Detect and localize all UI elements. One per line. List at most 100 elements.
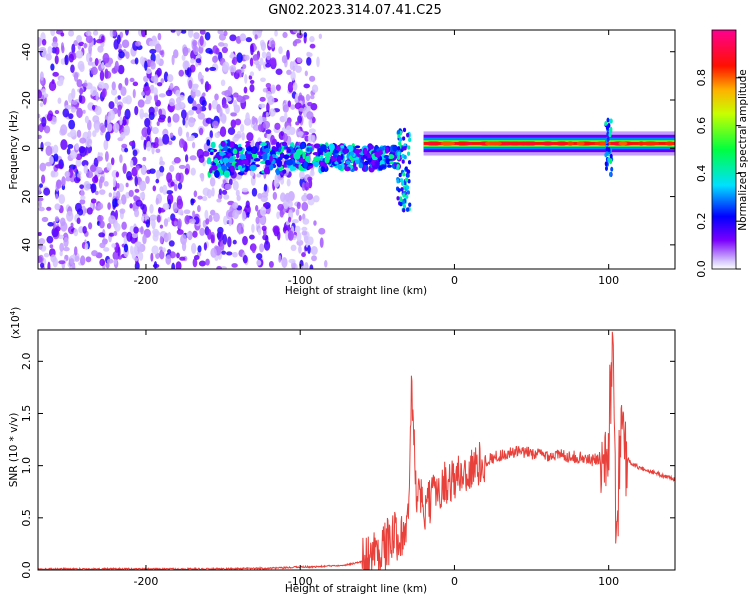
noise-blob	[258, 115, 263, 125]
band-blob	[238, 150, 244, 155]
band-blob	[319, 154, 324, 159]
band-blob	[342, 148, 350, 154]
noise-blob	[265, 111, 269, 118]
noise-blob	[117, 106, 122, 118]
noise-blob	[108, 192, 112, 198]
noise-blob	[162, 133, 170, 145]
noise-blob	[202, 150, 210, 157]
tail-blob	[402, 127, 407, 133]
noise-blob	[189, 155, 197, 161]
band-blob	[303, 161, 308, 169]
noise-blob	[46, 206, 52, 211]
noise-blob	[121, 143, 128, 149]
tail-blob	[396, 146, 401, 151]
band-blob	[206, 139, 211, 146]
noise-blob	[94, 57, 99, 66]
noise-blob	[149, 204, 154, 214]
noise-blob	[167, 74, 174, 83]
band-blob	[222, 157, 230, 164]
noise-blob	[307, 245, 311, 254]
feature-blob	[605, 146, 609, 152]
noise-blob	[204, 67, 210, 72]
noise-blob	[76, 35, 82, 43]
noise-blob	[189, 218, 196, 224]
noise-blob	[225, 251, 233, 256]
band-blob	[220, 140, 226, 147]
noise-blob	[184, 168, 190, 175]
noise-blob	[192, 258, 198, 268]
noise-blob	[227, 236, 232, 248]
noise-blob	[249, 71, 255, 77]
noise-blob	[282, 31, 288, 39]
noise-blob	[100, 125, 106, 133]
noise-blob	[38, 125, 43, 131]
noise-blob	[76, 107, 83, 119]
band-blob	[260, 142, 267, 147]
noise-blob	[251, 187, 258, 197]
noise-blob	[193, 32, 200, 40]
band-blob	[328, 143, 335, 151]
noise-blob	[311, 255, 317, 262]
noise-blob	[246, 132, 254, 142]
band-blob	[362, 147, 368, 155]
noise-blob	[242, 94, 250, 100]
tail-blob	[397, 188, 401, 193]
noise-blob	[145, 94, 153, 102]
band-blob	[340, 153, 344, 161]
tail-blob	[407, 145, 411, 150]
band-blob	[313, 143, 321, 149]
band-blob	[281, 141, 288, 147]
noise-blob	[190, 167, 196, 176]
band-blob	[336, 145, 341, 152]
noise-blob	[269, 57, 277, 66]
noise-blob	[195, 103, 202, 115]
noise-blob	[261, 51, 267, 59]
noise-blob	[303, 32, 308, 38]
noise-blob	[43, 187, 51, 196]
noise-blob	[220, 266, 227, 269]
noise-blob	[169, 82, 174, 90]
colorbar-tick-label: 0.0	[695, 260, 708, 278]
noise-blob	[232, 92, 239, 98]
noise-blob	[223, 194, 230, 200]
noise-blob	[61, 45, 65, 54]
noise-blob	[148, 40, 155, 47]
noise-blob	[232, 209, 239, 220]
noise-blob	[242, 64, 247, 70]
noise-blob	[159, 246, 163, 251]
noise-blob	[125, 182, 129, 188]
noise-blob	[52, 144, 59, 154]
noise-blob	[212, 120, 219, 129]
noise-blob	[54, 216, 60, 222]
tail-blob	[396, 164, 400, 169]
noise-blob	[193, 254, 200, 260]
noise-blob	[180, 109, 187, 120]
band-blob	[228, 143, 235, 148]
noise-blob	[279, 209, 284, 218]
noise-blob	[219, 126, 227, 138]
noise-blob	[117, 199, 123, 205]
noise-blob	[232, 180, 239, 191]
band-blob	[354, 145, 361, 149]
noise-blob	[38, 113, 41, 119]
snr-series-line	[38, 331, 675, 570]
noise-blob	[111, 81, 116, 91]
noise-blob	[262, 120, 271, 130]
noise-blob	[175, 172, 182, 182]
noise-blob	[204, 209, 209, 220]
noise-blob	[197, 245, 202, 253]
noise-blob	[296, 57, 302, 63]
noise-blob	[261, 192, 269, 198]
noise-blob	[270, 134, 275, 146]
noise-blob	[165, 89, 173, 97]
noise-blob	[274, 122, 281, 130]
tail-blob	[402, 208, 406, 213]
noise-blob	[49, 244, 54, 249]
noise-blob	[244, 74, 248, 84]
noise-blob	[78, 94, 83, 103]
top-x-tick-label: -100	[288, 274, 313, 287]
noise-blob	[223, 30, 228, 37]
noise-blob	[181, 241, 187, 252]
noise-blob	[192, 230, 198, 238]
noise-blob	[76, 129, 82, 138]
